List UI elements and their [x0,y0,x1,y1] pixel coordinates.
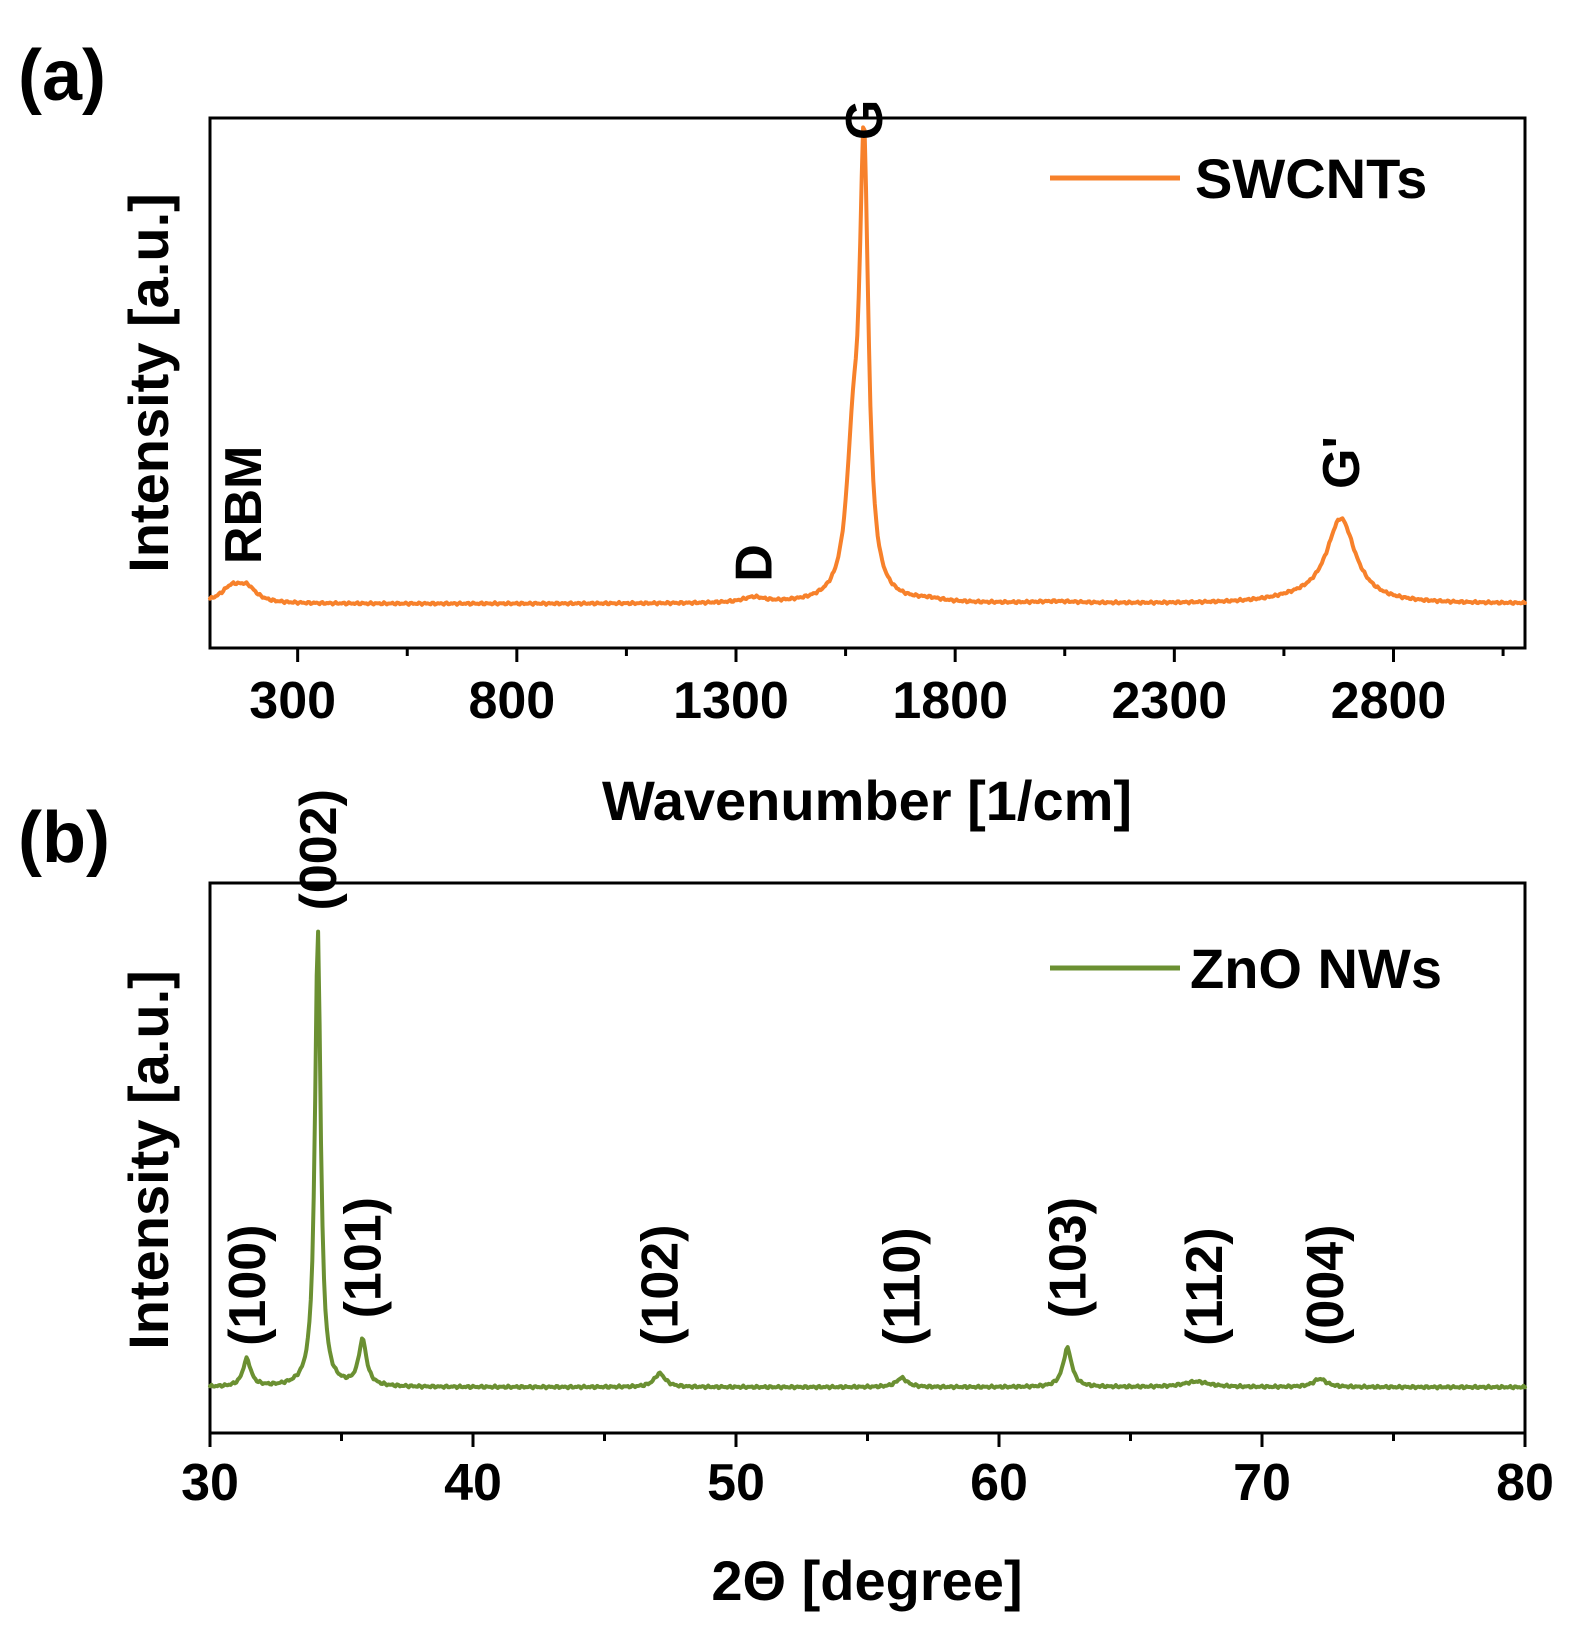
panel-a-annotations: RBM D G G' [215,100,1371,582]
peak-annotation: (004) [1297,1224,1355,1345]
panel-a-label: (a) [18,36,106,116]
panel-b-label: (b) [18,798,110,878]
panel-b-annotations: (100) (002) (101) (102) (110) (103) (112) (004) [219,789,1355,1346]
panel-b-x-axis-title: 2Θ [degree] [711,1549,1022,1612]
x-tick-label: 40 [444,1454,502,1512]
x-tick-label: 50 [707,1454,765,1512]
panel-a-frame [208,116,1527,650]
panel-b-legend: ZnO NWs [1050,937,1442,1000]
panel-a-series-swcnts [208,125,1527,607]
panel-b-x-tick-labels: 30 40 50 60 70 80 [181,1454,1554,1512]
x-tick-label: 1800 [892,672,1008,730]
panel-b-legend-label: ZnO NWs [1190,937,1442,1000]
panel-a-y-axis-title: Intensity [a.u.] [117,193,180,573]
panel-b-x-ticks [208,1433,1527,1447]
peak-annotation: D [726,544,784,582]
x-tick-label: 30 [181,1454,239,1512]
panel-b-series-zno-nws [208,929,1527,1391]
panel-a-x-axis-title: Wavenumber [1/cm] [602,769,1132,832]
peak-annotation: (112) [1176,1227,1234,1346]
panel-a: (a) 300 800 1300 1800 2300 2800 RBM D G G' SWCNT… [18,36,1527,832]
peak-annotation: (101) [335,1197,393,1318]
x-tick-label: 80 [1496,1454,1554,1512]
peak-annotation: (002) [290,789,348,910]
peak-annotation: (103) [1039,1197,1097,1318]
peak-annotation: (100) [219,1224,277,1345]
x-tick-label: 300 [249,672,336,730]
panel-a-legend: SWCNTs [1050,147,1427,210]
peak-annotation: G' [1313,436,1371,489]
x-tick-label: 1300 [673,672,789,730]
peak-annotation: G [836,100,894,140]
x-tick-label: 70 [1233,1454,1291,1512]
x-tick-label: 2300 [1111,672,1227,730]
x-tick-label: 2800 [1331,672,1447,730]
panel-a-x-tick-labels: 300 800 1300 1800 2300 2800 [249,672,1446,730]
panel-b-y-axis-title: Intensity [a.u.] [117,970,180,1350]
peak-annotation: (110) [874,1227,932,1346]
peak-annotation: (102) [632,1224,690,1345]
x-tick-label: 60 [970,1454,1028,1512]
panel-a-x-ticks [296,648,1505,662]
panel-b: (b) 30 40 50 60 70 80 (100) (002) (101) (102) (11… [18,789,1554,1612]
panel-a-legend-label: SWCNTs [1195,147,1427,210]
peak-annotation: RBM [215,446,273,564]
x-tick-label: 800 [468,672,555,730]
